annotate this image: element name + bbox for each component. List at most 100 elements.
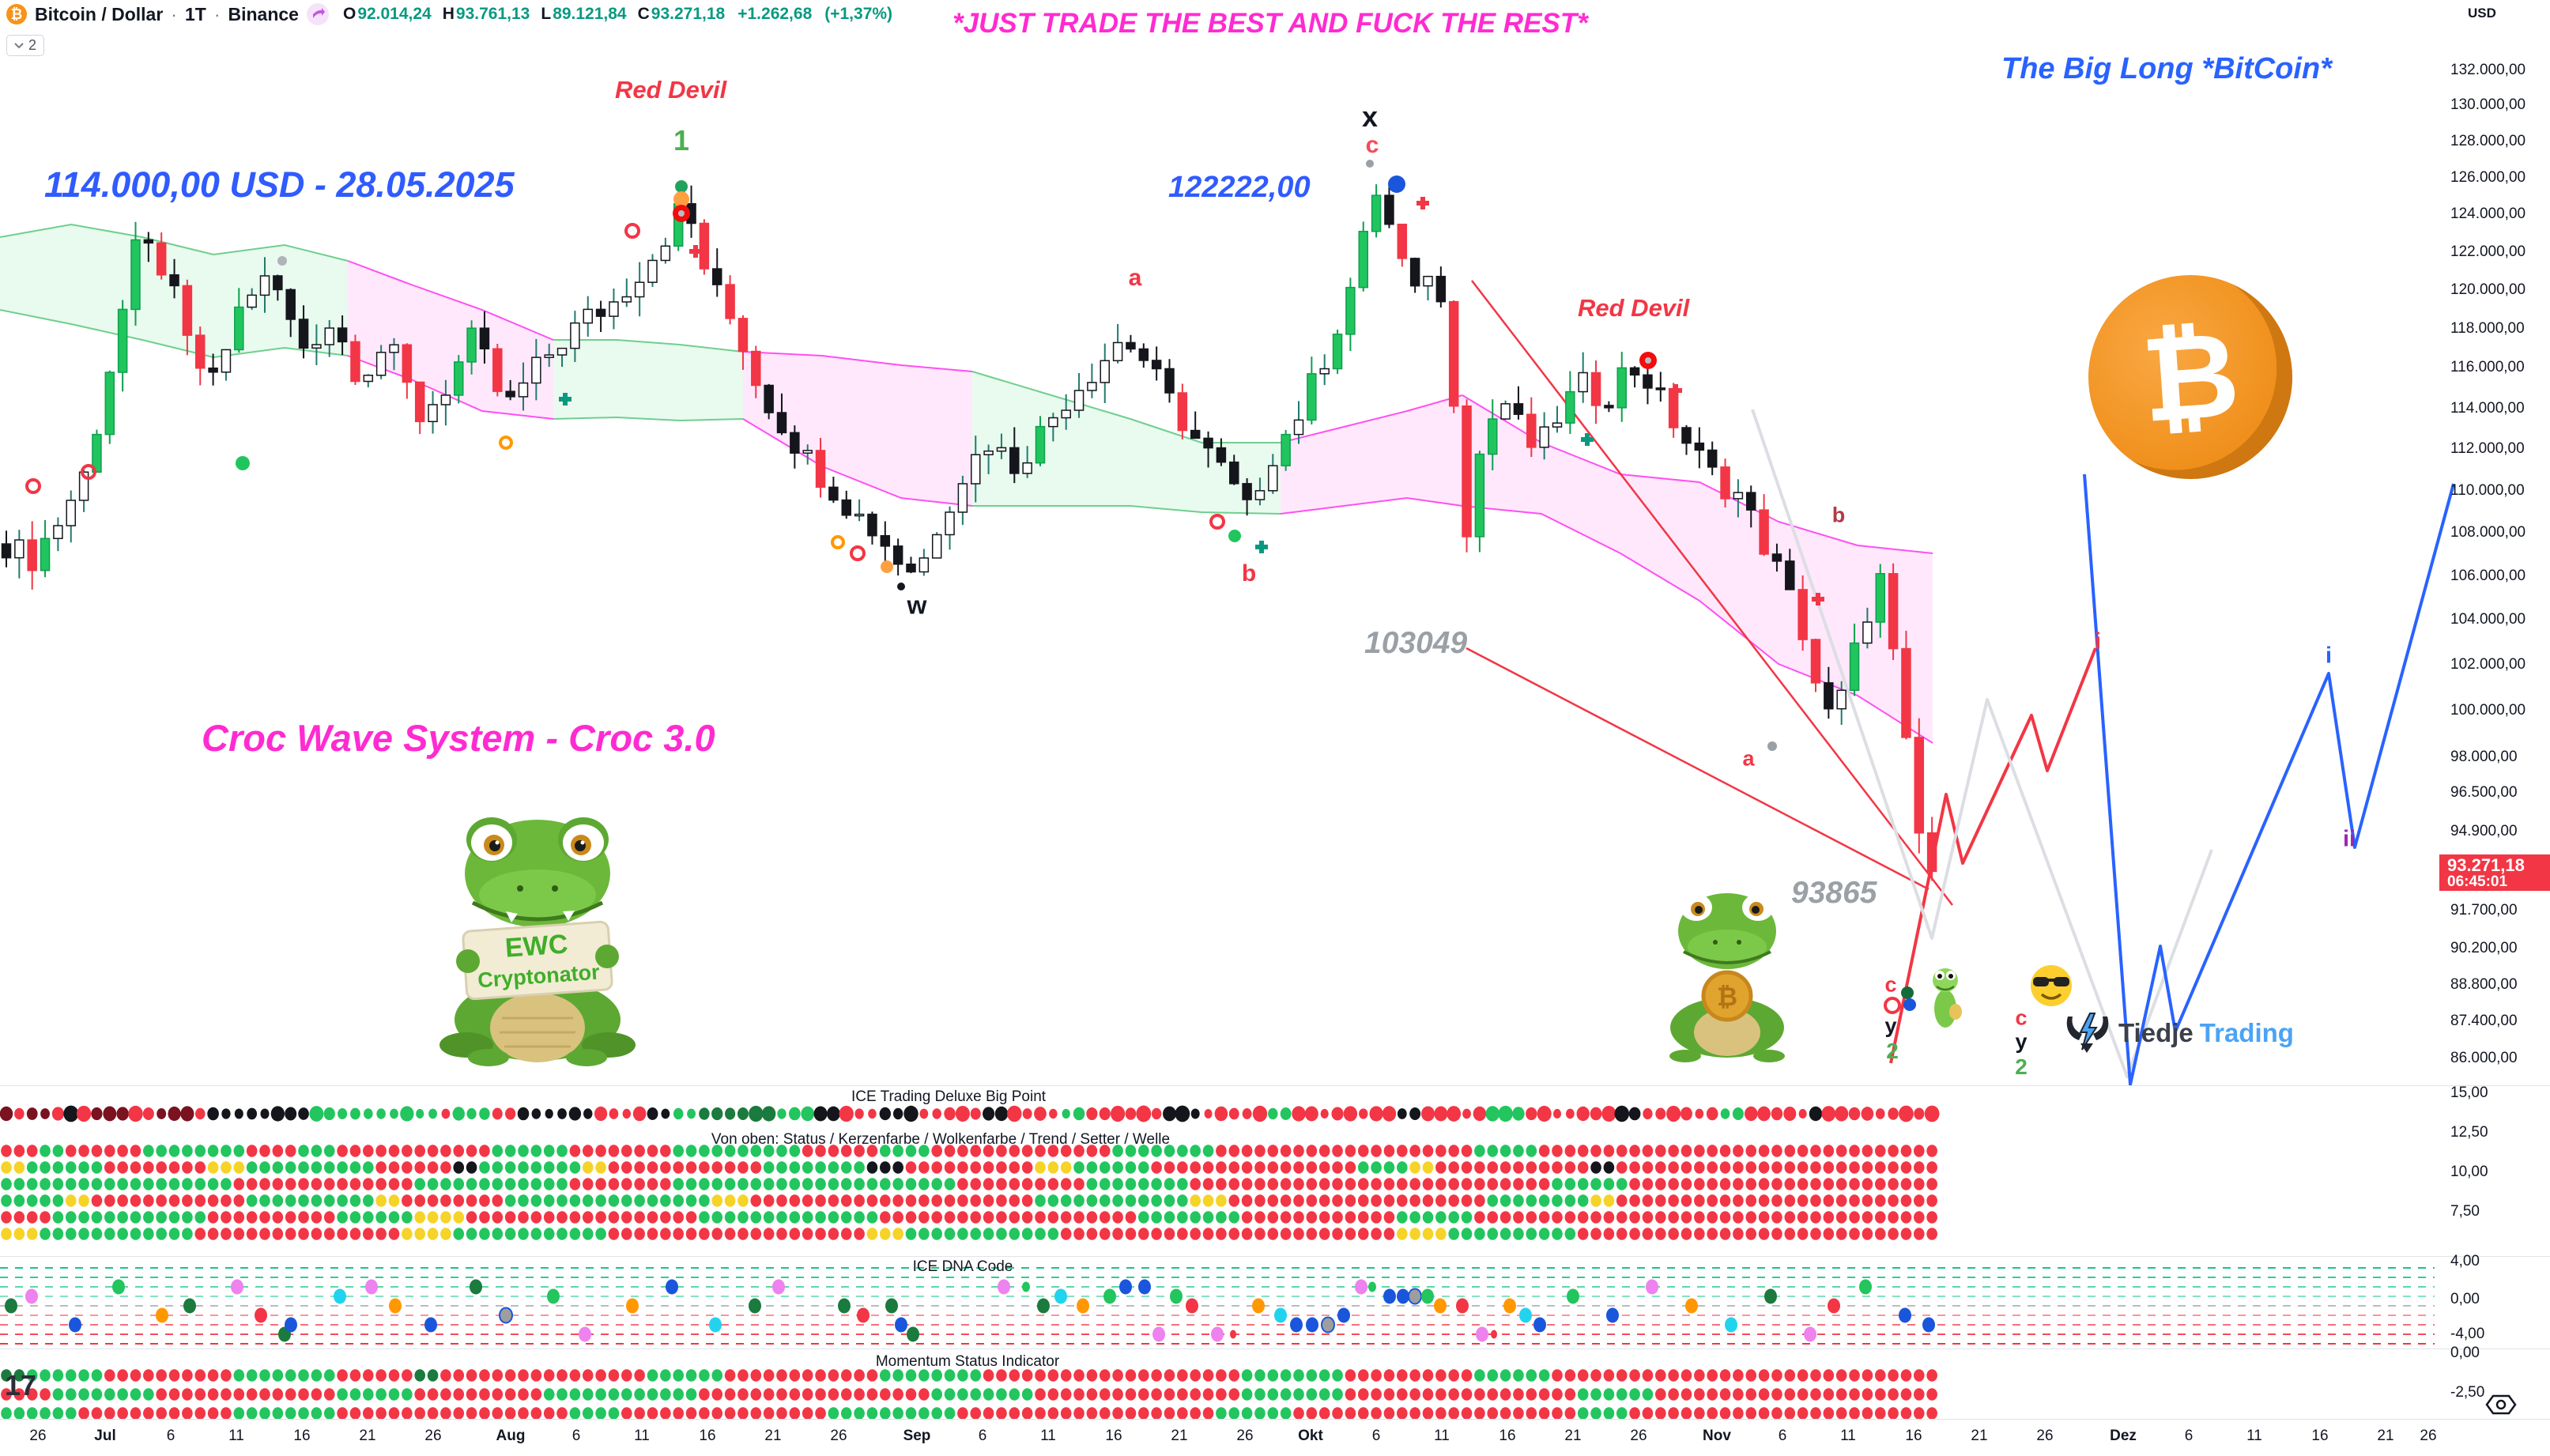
indicator-dot bbox=[866, 1145, 878, 1157]
banner-text-drawing[interactable]: *JUST TRADE THE BEST AND FUCK THE REST* bbox=[952, 8, 1588, 39]
indicator-dot bbox=[492, 1178, 504, 1190]
price-date-text-drawing[interactable]: 114.000,00 USD - 28.05.2025 bbox=[44, 164, 515, 205]
indicator-dot bbox=[868, 1108, 877, 1119]
big-long-text-drawing[interactable]: The Big Long *BitCoin* bbox=[2001, 52, 2332, 85]
indicator-dot bbox=[1706, 1107, 1718, 1121]
candle-body bbox=[1526, 413, 1537, 448]
indicator-dot bbox=[1228, 1388, 1240, 1401]
level-103049-label[interactable]: 103049 bbox=[1364, 626, 1468, 660]
indicator-dot bbox=[26, 1407, 38, 1420]
cloud-bottom-line bbox=[0, 309, 349, 359]
currency-label[interactable]: USD bbox=[2468, 6, 2496, 21]
indicator-dot bbox=[1745, 1369, 1757, 1382]
indicator-dot bbox=[1382, 1106, 1397, 1122]
indicator-dot bbox=[737, 1178, 749, 1190]
indicator-dot bbox=[1771, 1211, 1782, 1224]
indicator-dot bbox=[78, 1178, 89, 1190]
indicator-dot bbox=[1060, 1194, 1072, 1207]
wave-label-a[interactable]: a bbox=[1128, 265, 1142, 291]
pane-separator[interactable] bbox=[0, 1256, 2550, 1257]
candle-body bbox=[1126, 341, 1136, 350]
wave-label-1[interactable]: 1 bbox=[673, 124, 690, 157]
indicator-dot bbox=[1306, 1161, 1318, 1174]
indicator-dot bbox=[776, 1407, 787, 1420]
indicator-dot bbox=[1694, 1194, 1705, 1207]
wave-label-w[interactable]: w bbox=[907, 590, 927, 620]
wave-label-c[interactable]: c bbox=[2015, 1005, 2028, 1030]
indicator-dot bbox=[1099, 1369, 1111, 1382]
wave-label-ii[interactable]: ii bbox=[2342, 826, 2356, 852]
cloud-top-line bbox=[971, 371, 1281, 443]
indicator-dot bbox=[349, 1369, 361, 1382]
indicator-dot bbox=[1267, 1407, 1279, 1420]
indicator-dot bbox=[530, 1228, 542, 1240]
time-scale-label: 6 bbox=[978, 1428, 987, 1444]
symbol-resolution[interactable]: 1T bbox=[184, 3, 206, 25]
indicator-dot bbox=[789, 1194, 801, 1207]
indicator-dot bbox=[1473, 1106, 1487, 1122]
level-122222-label[interactable]: 122222,00 bbox=[1168, 171, 1311, 204]
indicator-dot bbox=[543, 1388, 555, 1401]
wave-label-2[interactable]: 2 bbox=[2015, 1054, 2028, 1079]
compare-icon[interactable] bbox=[306, 3, 329, 25]
wave-label-b[interactable]: b bbox=[1831, 503, 1846, 527]
candle-body bbox=[531, 356, 541, 384]
indicator-dot bbox=[1422, 1161, 1434, 1174]
red-devil-label-2[interactable]: Red Devil bbox=[1578, 294, 1690, 322]
wave-label-c[interactable]: c bbox=[1365, 132, 1379, 158]
indicator-dot bbox=[1849, 1194, 1860, 1207]
symbol-name[interactable]: Bitcoin / Dollar bbox=[35, 3, 164, 25]
time-scale-label: Nov bbox=[1703, 1428, 1731, 1444]
indicator-dot bbox=[1435, 1228, 1447, 1240]
indicator-dot bbox=[905, 1369, 917, 1382]
level-93865-label[interactable]: 93865 bbox=[1791, 876, 1877, 910]
indicator-dot bbox=[298, 1388, 309, 1401]
indicator-dot bbox=[1021, 1211, 1033, 1224]
indicator-dot bbox=[518, 1388, 529, 1401]
indicator-dot bbox=[931, 1194, 942, 1207]
candle-body bbox=[583, 308, 593, 324]
dna-dot bbox=[1337, 1307, 1350, 1323]
indicator-dot bbox=[1086, 1211, 1098, 1224]
current-price-tag[interactable]: 93.271,18 06:45:01 bbox=[2439, 854, 2550, 891]
indicator-dot bbox=[1552, 1178, 1563, 1190]
indicator-dot bbox=[1049, 1108, 1058, 1119]
indicator-dot bbox=[1190, 1178, 1201, 1190]
indicator-dot bbox=[1267, 1211, 1279, 1224]
indicator-dot bbox=[1590, 1228, 1601, 1240]
symbol-exchange[interactable]: Binance bbox=[228, 3, 299, 25]
bigpoint-panel-title[interactable]: ICE Trading Deluxe Big Point bbox=[851, 1088, 1047, 1105]
candle-body bbox=[428, 404, 438, 423]
indicator-dot bbox=[1499, 1194, 1511, 1207]
pane-separator[interactable] bbox=[0, 1348, 2550, 1349]
wave-label-b[interactable]: b bbox=[1241, 560, 1257, 587]
axis-settings-icon[interactable] bbox=[2485, 1393, 2517, 1420]
candle-body bbox=[350, 341, 360, 383]
wave-label-y[interactable]: y bbox=[2015, 1029, 2028, 1054]
wave-label-y[interactable]: y bbox=[1884, 1013, 1897, 1038]
momentum-panel-title[interactable]: Momentum Status Indicator bbox=[875, 1353, 1060, 1370]
pane-separator[interactable] bbox=[0, 1419, 2550, 1420]
legend-toggle[interactable]: 2 bbox=[6, 35, 45, 56]
dna-panel-title[interactable]: ICE DNA Code bbox=[912, 1258, 1013, 1275]
croc-system-text-drawing[interactable]: Croc Wave System - Croc 3.0 bbox=[202, 717, 715, 759]
dna-dot bbox=[5, 1298, 17, 1314]
wave-label-a[interactable]: a bbox=[1742, 746, 1755, 771]
candle-body bbox=[1216, 447, 1227, 463]
wave-label-x[interactable]: x bbox=[1361, 100, 1379, 133]
symbol-header[interactable]: ₿ Bitcoin / Dollar · 1T · Binance O92.01… bbox=[6, 3, 892, 25]
indicator-dot bbox=[143, 1369, 154, 1382]
candle-body bbox=[1771, 553, 1782, 562]
indicator-dot bbox=[1447, 1106, 1462, 1122]
wave-label-i[interactable]: i bbox=[2094, 628, 2102, 654]
indicator-dot bbox=[1538, 1228, 1550, 1240]
wave-label-i[interactable]: i bbox=[2325, 643, 2333, 669]
wave-label-2[interactable]: 2 bbox=[1886, 1039, 1899, 1063]
indicator-dot bbox=[1267, 1178, 1279, 1190]
red-devil-label-1[interactable]: Red Devil bbox=[615, 76, 727, 104]
price-scale-label: 12,50 bbox=[2450, 1124, 2488, 1141]
wave-label-c[interactable]: c bbox=[1884, 972, 1897, 997]
indicator-dot bbox=[1499, 1161, 1511, 1174]
pane-separator[interactable] bbox=[0, 1085, 2550, 1086]
